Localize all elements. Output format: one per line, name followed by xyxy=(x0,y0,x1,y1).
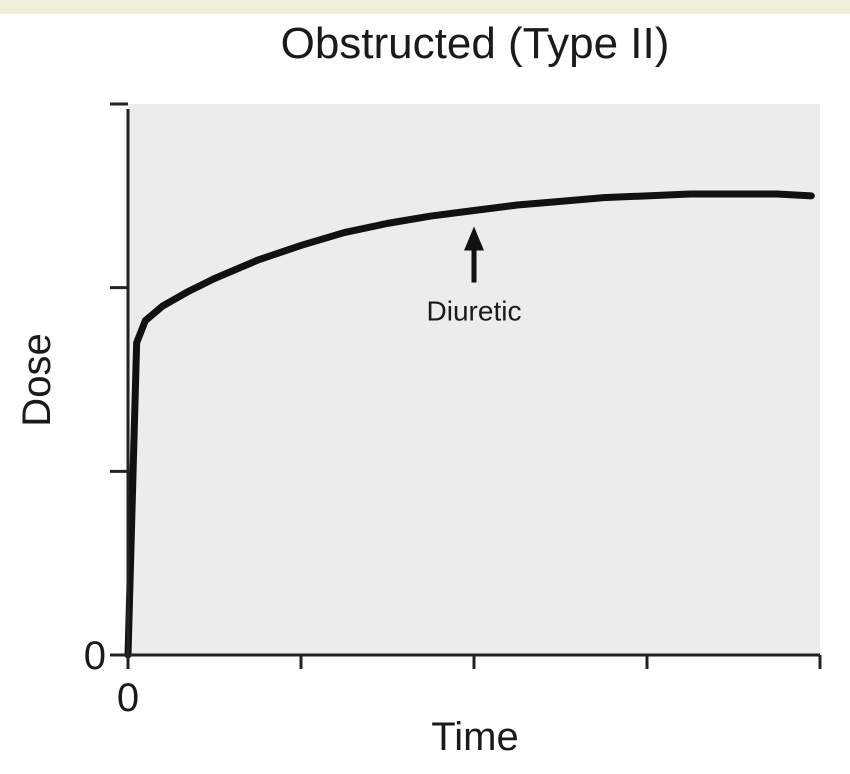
annotation-layer: Diuretic xyxy=(427,226,522,327)
x-axis-label: Time xyxy=(431,715,518,759)
axes-layer: 00 xyxy=(84,102,822,720)
series-layer xyxy=(124,190,815,659)
y-axis-label: Dose xyxy=(15,333,59,426)
y-tick-label-0: 0 xyxy=(84,634,106,678)
x-tick-label-0: 0 xyxy=(117,676,139,720)
series-line-0 xyxy=(124,190,815,659)
chart-title: Obstructed (Type II) xyxy=(281,19,670,68)
annotation-arrow-head-0 xyxy=(464,226,484,251)
annotation-label-0: Diuretic xyxy=(427,296,522,327)
plot-area xyxy=(128,104,820,655)
top-band xyxy=(0,0,850,14)
